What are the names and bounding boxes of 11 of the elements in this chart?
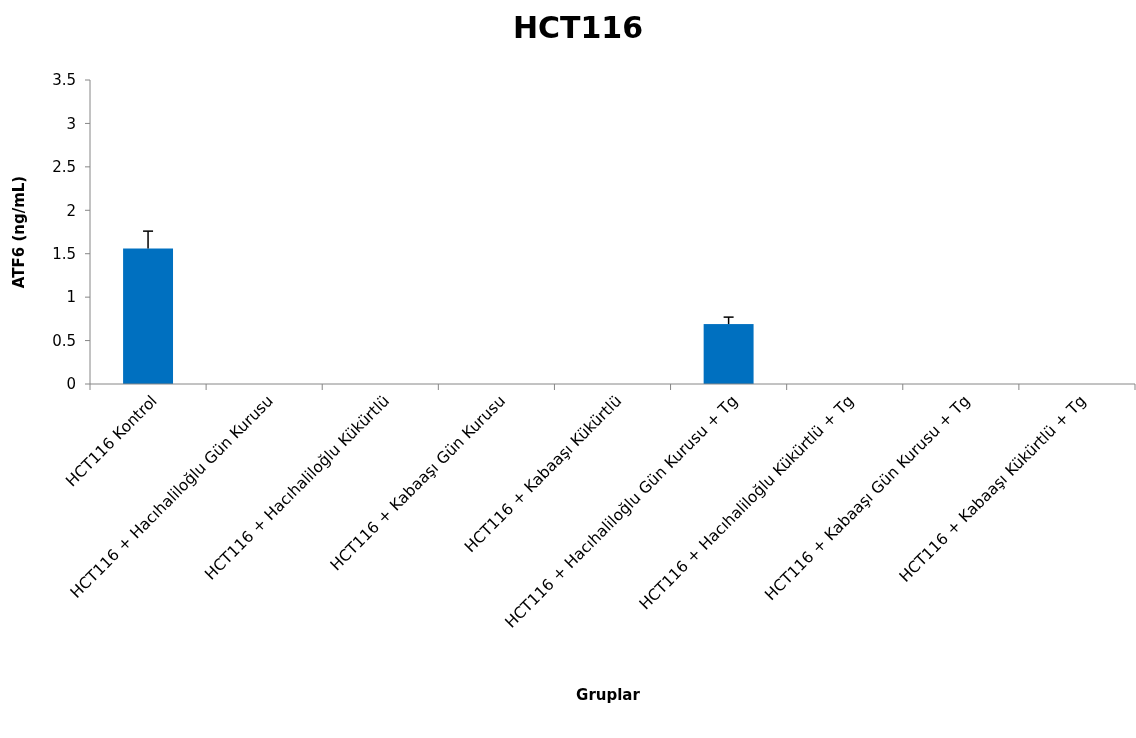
y-tick-label: 1.5 [52, 244, 76, 263]
y-tick-label: 3 [66, 114, 76, 133]
y-tick-label: 0.5 [52, 331, 76, 350]
y-tick-label: 0 [66, 375, 76, 394]
y-tick-label: 1 [66, 288, 76, 307]
y-tick-label: 2 [66, 201, 76, 220]
x-axis-title: Gruplar [576, 686, 641, 704]
chart-title: HCT116 [512, 10, 644, 45]
y-axis-title: ATF6 (ng/mL) [10, 175, 28, 289]
y-tick-label: 3.5 [52, 71, 76, 90]
y-tick-label: 2.5 [52, 158, 76, 177]
